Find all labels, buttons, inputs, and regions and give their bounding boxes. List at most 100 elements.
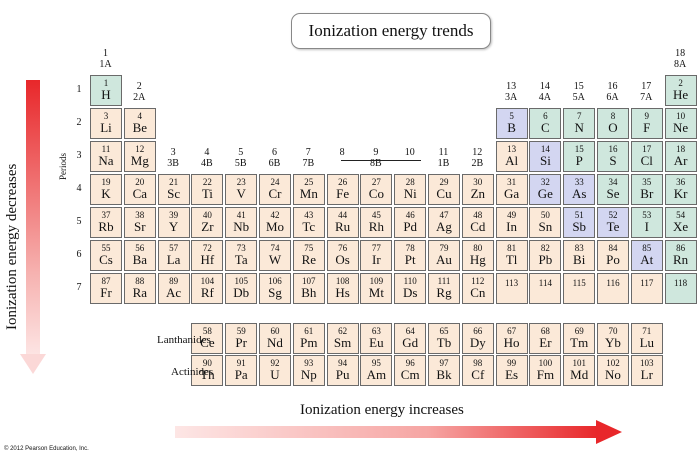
element-cell: 72 Hf: [191, 240, 224, 271]
element-symbol: Kr: [673, 186, 688, 201]
atomic-number: 107: [302, 276, 316, 286]
element-symbol: Sr: [134, 219, 146, 234]
group-label: 12 2B: [461, 147, 494, 169]
horizontal-trend-arrow: [175, 426, 597, 438]
element-symbol: Db: [233, 285, 250, 300]
element-symbol: U: [270, 367, 280, 382]
element-symbol: Rg: [436, 285, 452, 300]
element-cell: 103 Lr: [630, 355, 663, 386]
element-symbol: Hf: [200, 252, 215, 267]
element-symbol: Cl: [640, 153, 653, 168]
period-number: 4: [76, 183, 82, 194]
element-symbol: Pa: [234, 367, 248, 382]
group-label: 7 7B: [292, 147, 325, 169]
element-cell: 90 Th: [191, 355, 224, 386]
atomic-number: 12: [135, 144, 145, 154]
atomic-number: 87: [101, 276, 111, 286]
group-label: 13 3A: [495, 81, 528, 103]
atomic-number: 8: [610, 111, 616, 121]
element-symbol: Gd: [402, 335, 419, 350]
element-symbol: Rb: [98, 219, 114, 234]
element-cell: 94 Pu: [326, 355, 359, 386]
group-label: 6 6B: [258, 147, 291, 169]
element-cell: 42 Mo: [259, 207, 291, 238]
element-symbol: Rh: [368, 219, 384, 234]
atomic-number: 32: [540, 177, 550, 187]
group-label: 16 6A: [596, 81, 629, 103]
element-cell: 106 Sg: [259, 273, 291, 304]
atomic-number: 5: [509, 111, 514, 121]
element-symbol: Pd: [403, 219, 418, 234]
atomic-number: 37: [101, 210, 111, 220]
atomic-number: 57: [169, 243, 179, 253]
atomic-number: 75: [304, 243, 314, 253]
atomic-number: 6: [543, 111, 548, 121]
group-label: 2 2A: [123, 81, 156, 103]
atomic-number: 17: [642, 144, 652, 154]
element-symbol: Ti: [201, 186, 213, 201]
atomic-number: 58: [202, 326, 212, 336]
element-cell: 83 Bi: [563, 240, 596, 271]
element-symbol: Zr: [201, 219, 214, 234]
element-cell: 67 Ho: [495, 323, 528, 354]
atomic-number: 109: [369, 276, 384, 286]
atomic-number: 84: [608, 243, 618, 253]
group-subtitle: 3A: [504, 92, 518, 103]
atomic-number: 94: [338, 358, 348, 368]
element-cell: 102 No: [597, 355, 629, 386]
element-cell: 63 Eu: [360, 323, 393, 354]
group-label: 3 3B: [157, 147, 190, 169]
element-symbol: Fe: [336, 186, 350, 201]
group-number: 16: [607, 81, 618, 92]
element-cell: 76 Os: [326, 240, 359, 271]
atomic-number: 105: [234, 276, 248, 286]
element-cell: 108 Hs: [326, 273, 359, 304]
element-cell: 70 Yb: [597, 323, 629, 354]
group-subtitle: 2B: [471, 158, 484, 169]
element-cell: 112 Cn: [461, 273, 494, 304]
element-cell: 40 Zr: [191, 207, 224, 238]
element-symbol: Hs: [335, 285, 350, 300]
period-number: 6: [76, 249, 82, 260]
group-number: 1: [103, 48, 108, 59]
atomic-number: 66: [473, 326, 483, 336]
element-symbol: Ra: [132, 285, 148, 300]
atomic-number: 55: [101, 243, 111, 253]
atomic-number: 21: [169, 177, 179, 187]
element-symbol: Tl: [505, 252, 518, 267]
element-cell: 33 As: [563, 174, 596, 205]
element-cell: 4 Be: [123, 108, 156, 139]
atomic-number: 72: [202, 243, 212, 253]
element-symbol: Tb: [436, 335, 452, 350]
element-symbol: Cd: [470, 219, 486, 234]
element-cell: 3 Li: [90, 108, 122, 139]
element-symbol: Na: [98, 153, 114, 168]
element-symbol: Br: [640, 186, 654, 201]
element-symbol: Se: [606, 186, 620, 201]
element-symbol: Ar: [673, 153, 688, 168]
element-symbol: Cn: [470, 285, 486, 300]
group-number: 15: [573, 81, 584, 92]
group-subtitle: 4A: [538, 92, 551, 103]
element-symbol: Cu: [436, 186, 452, 201]
element-symbol: O: [608, 120, 618, 135]
element-cell: 51 Sb: [563, 207, 596, 238]
atomic-number: 108: [335, 276, 350, 286]
element-symbol: I: [644, 219, 649, 234]
element-cell: 68 Er: [529, 323, 562, 354]
element-symbol: Pt: [404, 252, 416, 267]
element-cell: 35 Br: [630, 174, 663, 205]
element-symbol: Ir: [372, 252, 381, 267]
group-label: 1 1A: [89, 48, 122, 70]
group-subtitle: 7A: [640, 92, 653, 103]
group-subtitle: 6A: [606, 92, 619, 103]
atomic-number: 1: [103, 78, 109, 88]
atomic-number: 101: [572, 358, 586, 368]
element-symbol: Au: [436, 252, 452, 267]
element-cell: 50 Sn: [529, 207, 562, 238]
element-cell: 62 Sm: [326, 323, 359, 354]
element-cell: 96 Cm: [394, 355, 427, 386]
element-symbol: Ba: [132, 252, 148, 267]
